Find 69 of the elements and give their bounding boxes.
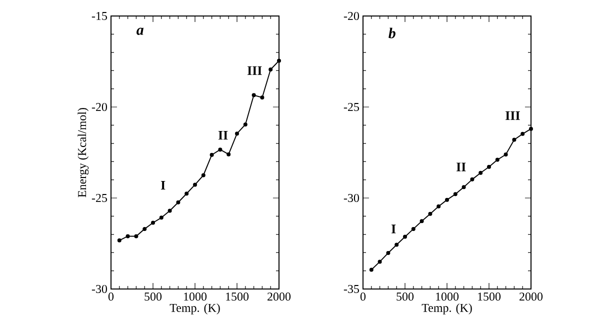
point xyxy=(142,226,147,231)
point xyxy=(403,234,408,239)
x-tick-label: 1500 xyxy=(226,292,249,301)
point xyxy=(193,182,197,187)
point xyxy=(504,152,508,156)
x-tick-label: 1000 xyxy=(184,292,207,301)
point xyxy=(411,226,416,231)
annotation: a xyxy=(136,28,144,35)
x-tick-label: 0 xyxy=(360,292,366,301)
point xyxy=(168,208,172,213)
x-tick-label: 2000 xyxy=(520,292,543,301)
point xyxy=(420,219,424,224)
y-tick-label: -20 xyxy=(344,12,360,20)
point xyxy=(134,234,138,238)
point xyxy=(218,148,222,152)
x-tick-label: 1500 xyxy=(478,292,501,301)
point xyxy=(428,212,432,216)
point xyxy=(495,158,500,162)
annotation: II xyxy=(218,131,228,140)
point xyxy=(201,173,206,178)
y-tick-label: -25 xyxy=(344,102,360,112)
annotation: II xyxy=(456,162,466,172)
y-tick-label: -30 xyxy=(92,284,108,294)
point xyxy=(210,152,214,157)
annotation: III xyxy=(506,111,520,120)
y-tick-label: -20 xyxy=(92,102,108,112)
point xyxy=(277,58,282,63)
point xyxy=(512,138,516,142)
point xyxy=(520,132,525,136)
point xyxy=(176,200,180,204)
point xyxy=(369,268,374,272)
annotation: I xyxy=(160,181,166,190)
y-tick-label: -35 xyxy=(344,284,360,294)
x-tick-label: 0 xyxy=(108,292,114,301)
point xyxy=(529,126,534,131)
x-tick-label: 500 xyxy=(396,292,414,301)
annotation: III xyxy=(247,66,262,75)
point xyxy=(260,96,264,100)
y-tick-label: -30 xyxy=(344,194,360,202)
point xyxy=(436,204,441,208)
point xyxy=(252,93,256,98)
point xyxy=(462,185,466,190)
point xyxy=(268,68,273,72)
point xyxy=(151,220,156,225)
annotation: b xyxy=(388,28,396,38)
point xyxy=(226,152,231,156)
y-tick-label: -25 xyxy=(92,194,108,202)
point xyxy=(117,238,122,242)
x-tick-label: 2000 xyxy=(268,292,291,301)
x-tick-label: 1000 xyxy=(436,292,459,301)
point xyxy=(126,234,130,238)
point xyxy=(159,216,164,220)
point xyxy=(394,242,399,247)
point xyxy=(478,170,483,175)
x-axis-title: Temp. (K) xyxy=(422,303,472,314)
point xyxy=(487,164,492,169)
point xyxy=(453,192,458,196)
point xyxy=(378,260,382,264)
y-axis-title: Energy (Kcal/mol) xyxy=(78,108,89,198)
point xyxy=(386,250,390,255)
x-axis-title: Temp. (K) xyxy=(170,303,220,314)
point xyxy=(243,122,248,126)
x-tick-label: 500 xyxy=(144,292,162,301)
point xyxy=(470,177,474,182)
annotation: I xyxy=(391,224,396,234)
point xyxy=(445,198,450,202)
point xyxy=(235,132,240,136)
point xyxy=(184,192,189,196)
y-tick-label: -15 xyxy=(92,12,108,20)
